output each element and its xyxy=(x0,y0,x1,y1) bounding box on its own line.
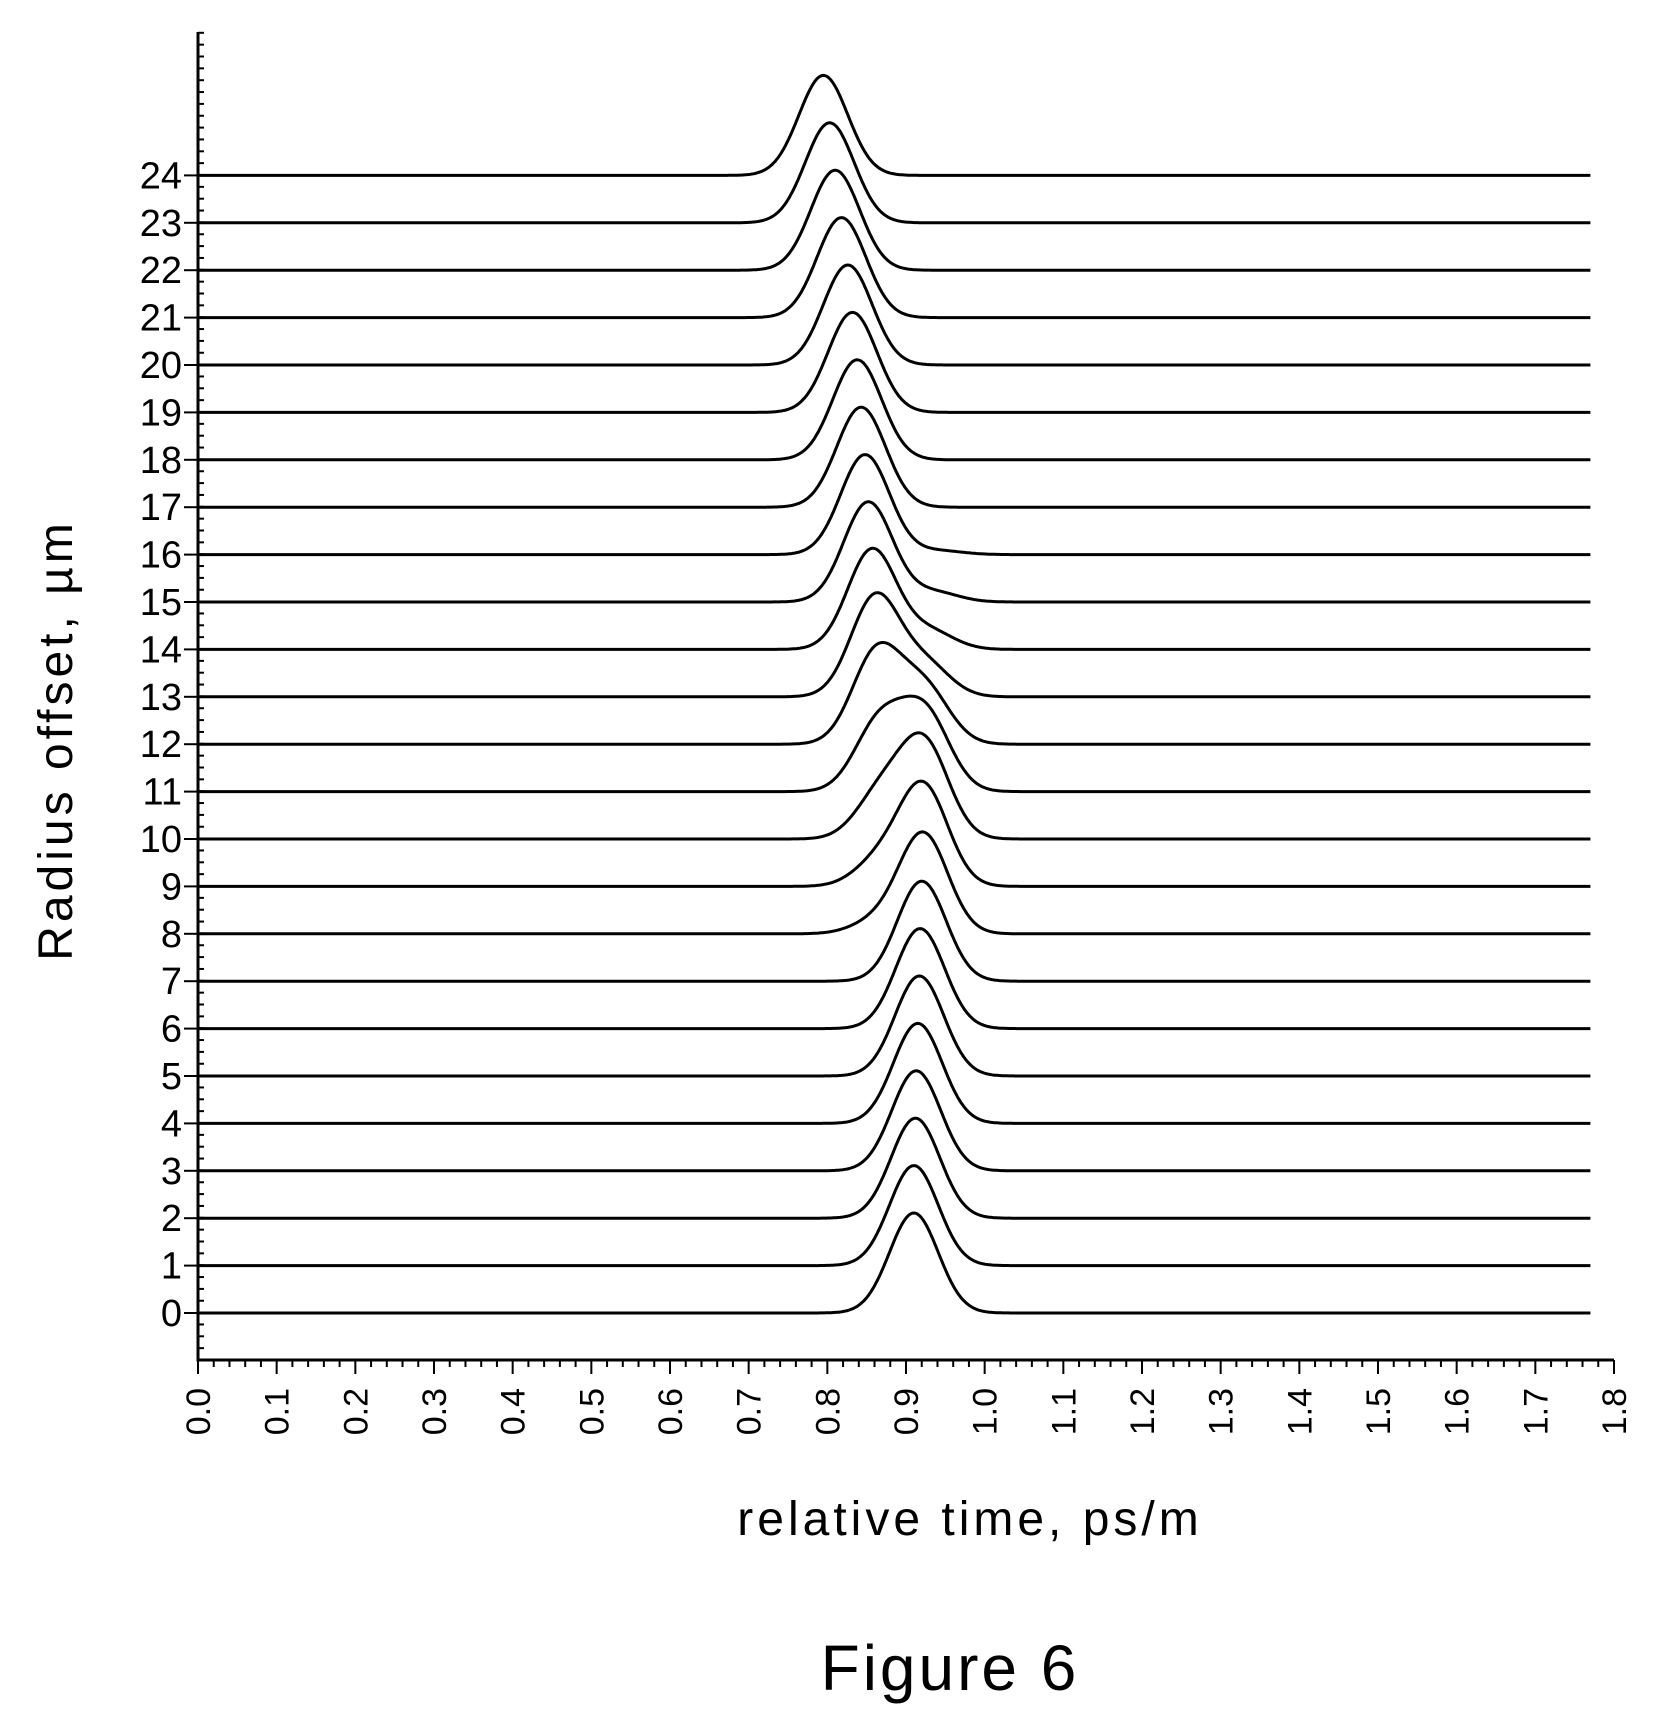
y-tick-label: 22 xyxy=(140,250,182,292)
y-tick-label: 23 xyxy=(140,203,182,245)
y-tick-label: 20 xyxy=(140,345,182,387)
y-tick-label: 17 xyxy=(140,487,182,529)
trace-offset-0 xyxy=(198,1211,1591,1315)
x-tick-label: 1.6 xyxy=(1439,1388,1477,1435)
x-tick-label: 0.7 xyxy=(731,1388,769,1435)
y-tick-label: 2 xyxy=(161,1198,182,1240)
x-tick-label: 0.3 xyxy=(416,1388,454,1435)
trace-offset-17 xyxy=(198,405,1591,509)
trace-offset-15 xyxy=(198,500,1591,604)
y-tick-label: 1 xyxy=(161,1246,182,1288)
trace-offset-16 xyxy=(198,453,1591,557)
trace-offset-4 xyxy=(198,1021,1591,1125)
x-tick-label: 0.9 xyxy=(888,1388,926,1435)
x-tick-label: 1.0 xyxy=(967,1388,1005,1435)
y-tick-label: 6 xyxy=(161,1009,182,1051)
y-tick-label: 15 xyxy=(140,582,182,624)
trace-offset-21 xyxy=(198,216,1591,320)
x-tick-label: 1.2 xyxy=(1124,1388,1162,1435)
y-tick-label: 4 xyxy=(161,1103,182,1145)
x-ticks-layer: 0.0 0.1 0.2 0.3 0.4 0.5 0.6 0.7 0.8 0.9 1.0 1.1 1.2 1… xyxy=(180,1360,1634,1435)
trace-offset-7 xyxy=(198,879,1591,983)
trace-offset-22 xyxy=(198,168,1591,272)
x-tick-label: 1.3 xyxy=(1203,1388,1241,1435)
trace-offset-20 xyxy=(198,263,1591,367)
x-tick-label: 0.2 xyxy=(337,1388,375,1435)
trace-offset-2 xyxy=(198,1116,1591,1220)
y-tick-label: 21 xyxy=(140,298,182,340)
y-tick-label: 3 xyxy=(161,1151,182,1193)
trace-offset-11 xyxy=(198,694,1591,794)
y-tick-label: 24 xyxy=(140,155,182,197)
y-tick-label: 0 xyxy=(161,1293,182,1335)
trace-offset-3 xyxy=(198,1069,1591,1173)
trace-offset-6 xyxy=(198,927,1591,1031)
x-tick-label: 0.5 xyxy=(573,1388,611,1435)
trace-offset-10 xyxy=(198,731,1591,841)
y-tick-label: 16 xyxy=(140,535,182,577)
x-tick-label: 1.7 xyxy=(1517,1388,1555,1435)
trace-offset-5 xyxy=(198,974,1591,1078)
x-tick-label: 0.6 xyxy=(652,1388,690,1435)
trace-offset-8 xyxy=(198,830,1591,936)
y-axis-title: Radius offset, µm xyxy=(30,519,83,961)
x-tick-label: 0.1 xyxy=(259,1388,297,1435)
trace-offset-9 xyxy=(198,779,1591,888)
y-tick-label: 9 xyxy=(161,866,182,908)
x-tick-label: 1.1 xyxy=(1045,1388,1083,1435)
trace-offset-13 xyxy=(198,591,1591,699)
trace-offset-19 xyxy=(198,310,1591,414)
y-tick-label: 10 xyxy=(140,819,182,861)
trace-offset-14 xyxy=(198,546,1591,651)
y-tick-label: 14 xyxy=(140,629,182,671)
x-tick-label: 1.5 xyxy=(1360,1388,1398,1435)
figure-caption: Figure 6 xyxy=(821,1632,1080,1704)
y-tick-label: 8 xyxy=(161,914,182,956)
trace-offset-24 xyxy=(198,73,1591,177)
x-tick-label: 0.4 xyxy=(495,1388,533,1435)
trace-offset-1 xyxy=(198,1164,1591,1268)
x-axis-title: relative time, ps/m xyxy=(737,1493,1202,1546)
x-tick-label: 1.4 xyxy=(1281,1388,1319,1435)
x-tick-label: 1.8 xyxy=(1596,1388,1634,1435)
x-tick-label: 0.0 xyxy=(180,1388,218,1435)
trace-offset-12 xyxy=(198,641,1591,746)
x-tick-label: 0.8 xyxy=(809,1388,847,1435)
y-tick-label: 11 xyxy=(143,772,182,814)
trace-offset-23 xyxy=(198,121,1591,225)
y-tick-label: 5 xyxy=(161,1056,182,1098)
y-tick-label: 13 xyxy=(140,677,182,719)
trace-offset-18 xyxy=(198,358,1591,462)
traces-layer xyxy=(198,73,1591,1315)
y-tick-label: 7 xyxy=(161,961,182,1003)
y-tick-label: 12 xyxy=(140,724,182,766)
y-tick-label: 19 xyxy=(140,392,182,434)
y-tick-label: 18 xyxy=(140,440,182,482)
